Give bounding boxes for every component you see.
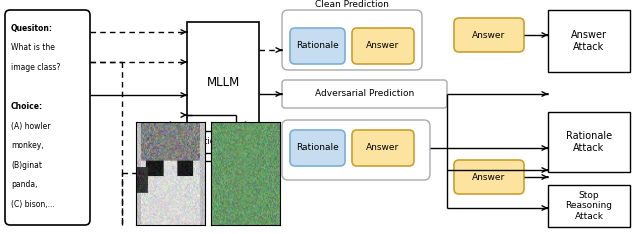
FancyBboxPatch shape	[282, 80, 447, 108]
Text: Answer: Answer	[472, 172, 506, 182]
Text: Clean Prediction: Clean Prediction	[315, 0, 389, 9]
FancyBboxPatch shape	[290, 130, 345, 166]
Text: monkey,: monkey,	[11, 141, 44, 150]
Text: (C) bison,...: (C) bison,...	[11, 200, 55, 208]
Text: Answer
Attack: Answer Attack	[571, 30, 607, 52]
FancyBboxPatch shape	[454, 18, 524, 52]
FancyBboxPatch shape	[352, 130, 414, 166]
FancyBboxPatch shape	[282, 120, 430, 180]
FancyBboxPatch shape	[282, 10, 422, 70]
Bar	[187, 22, 259, 144]
Text: (A) howler: (A) howler	[11, 121, 51, 131]
Text: image class?: image class?	[11, 63, 60, 72]
FancyBboxPatch shape	[352, 28, 414, 64]
Text: MLLM: MLLM	[206, 77, 239, 89]
Text: Stop
Reasoning
Attack: Stop Reasoning Attack	[566, 191, 612, 221]
Bar	[548, 10, 630, 72]
Text: Pixel Addition: Pixel Addition	[163, 138, 221, 146]
Text: Answer: Answer	[366, 41, 399, 51]
Bar	[548, 112, 630, 172]
Text: Rationale: Rationale	[296, 41, 339, 51]
Text: Quesiton:: Quesiton:	[11, 24, 53, 33]
FancyBboxPatch shape	[290, 28, 345, 64]
Text: Adversarial Prediction: Adversarial Prediction	[315, 89, 414, 99]
Bar	[148, 131, 236, 153]
Text: Rationale
Attack: Rationale Attack	[566, 131, 612, 153]
Text: Answer: Answer	[472, 30, 506, 40]
Text: (B)ginat: (B)ginat	[11, 161, 42, 169]
Text: panda,: panda,	[11, 180, 38, 189]
Text: Choice:: Choice:	[11, 102, 43, 111]
Text: What is the: What is the	[11, 44, 55, 52]
FancyBboxPatch shape	[5, 10, 90, 225]
Text: Rationale: Rationale	[296, 143, 339, 153]
FancyBboxPatch shape	[454, 160, 524, 194]
Bar	[548, 185, 630, 227]
Text: Answer: Answer	[366, 143, 399, 153]
